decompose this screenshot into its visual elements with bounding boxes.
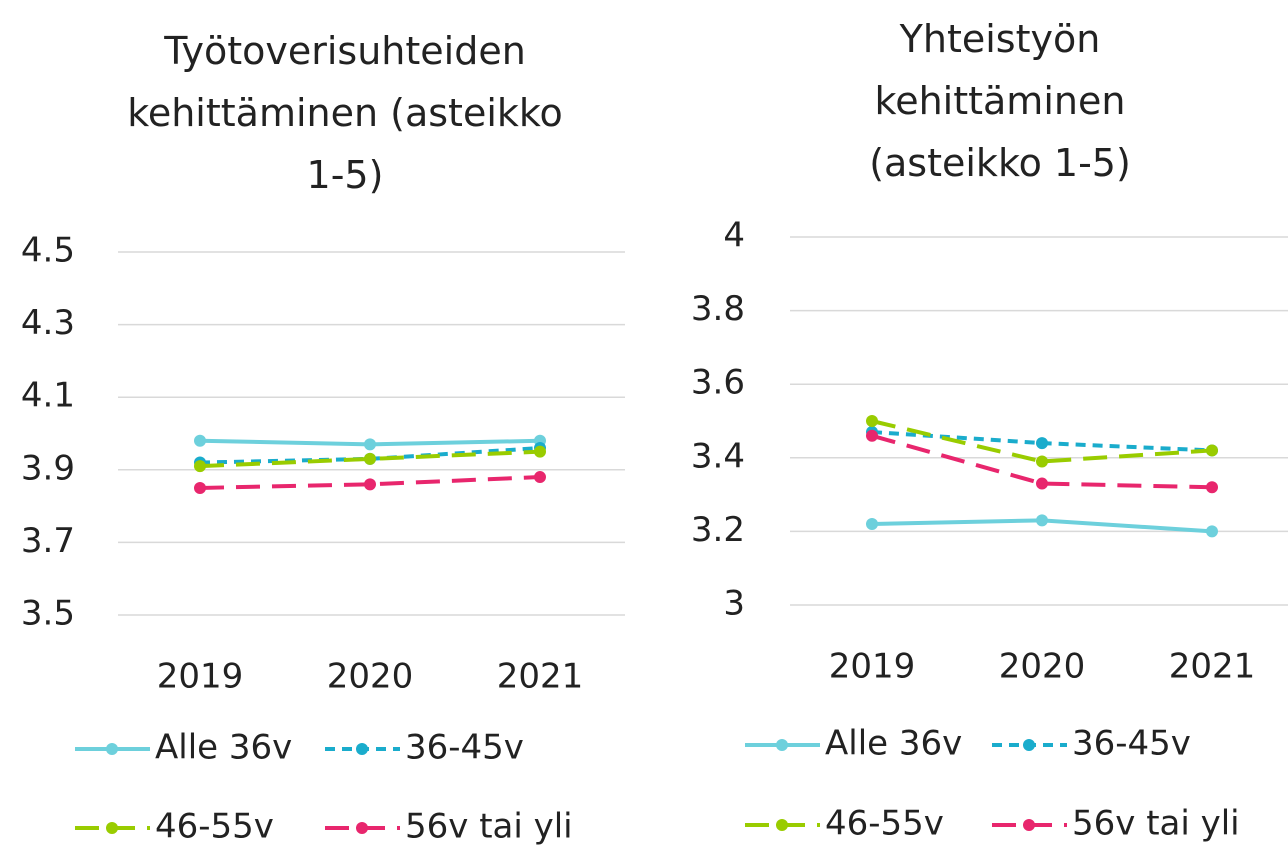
legend-label: Alle 36v bbox=[155, 728, 292, 768]
data-point bbox=[1206, 444, 1218, 457]
legend-marker bbox=[776, 819, 788, 831]
data-point bbox=[194, 434, 206, 447]
legend-marker bbox=[356, 743, 368, 755]
x-tick-label: 2021 bbox=[497, 657, 584, 697]
legend-marker bbox=[106, 822, 118, 834]
y-tick-label: 4.5 bbox=[21, 231, 75, 271]
legend-marker bbox=[776, 739, 788, 751]
data-point bbox=[194, 481, 206, 494]
x-tick-label: 2020 bbox=[999, 647, 1086, 687]
data-point bbox=[866, 415, 878, 427]
y-tick-label: 4.3 bbox=[21, 303, 75, 343]
y-tick-label: 3.9 bbox=[21, 448, 75, 488]
y-tick-label: 4 bbox=[723, 216, 745, 256]
x-tick-label: 2020 bbox=[327, 657, 414, 697]
legend-label: 36-45v bbox=[405, 728, 524, 768]
data-point bbox=[866, 518, 878, 531]
data-point bbox=[364, 452, 376, 465]
legend-marker bbox=[1023, 819, 1035, 831]
data-point bbox=[1036, 514, 1048, 527]
x-tick-label: 2019 bbox=[157, 657, 244, 697]
data-point bbox=[364, 478, 376, 491]
y-tick-label: 3 bbox=[723, 584, 745, 624]
y-tick-label: 3.5 bbox=[21, 594, 75, 634]
data-point bbox=[866, 429, 878, 442]
series-line bbox=[199, 475, 541, 490]
x-tick-label: 2021 bbox=[1169, 647, 1256, 687]
legend-label: 36-45v bbox=[1072, 724, 1191, 764]
y-tick-label: 3.8 bbox=[691, 289, 745, 329]
legend-label: 56v tai yli bbox=[405, 807, 573, 847]
series-line bbox=[871, 433, 1213, 490]
data-point bbox=[194, 460, 206, 473]
legend-marker bbox=[356, 822, 368, 834]
data-point bbox=[1036, 477, 1048, 490]
legend-marker bbox=[106, 743, 118, 755]
data-point bbox=[534, 445, 546, 458]
series-line bbox=[871, 419, 1213, 464]
data-point bbox=[1206, 481, 1218, 494]
data-point bbox=[1036, 455, 1048, 468]
series-line bbox=[199, 449, 541, 469]
legend-label: 46-55v bbox=[155, 807, 274, 847]
x-tick-label: 2019 bbox=[829, 647, 916, 687]
legend-label: 46-55v bbox=[825, 804, 944, 844]
legend-label: Alle 36v bbox=[825, 724, 962, 764]
y-tick-label: 4.1 bbox=[21, 376, 75, 416]
legend-marker bbox=[1023, 739, 1035, 751]
legend-label: 56v tai yli bbox=[1072, 804, 1240, 844]
chart-title: Työtoverisuhteiden kehittäminen (asteikk… bbox=[127, 29, 563, 197]
data-point bbox=[364, 438, 376, 451]
data-point bbox=[1206, 525, 1218, 538]
chart-title: Yhteistyön kehittäminen (asteikko 1-5) bbox=[869, 17, 1131, 185]
y-tick-label: 3.4 bbox=[691, 436, 745, 476]
y-tick-label: 3.6 bbox=[691, 363, 745, 403]
y-tick-label: 3.7 bbox=[21, 521, 75, 561]
data-point bbox=[1036, 437, 1048, 450]
data-point bbox=[534, 471, 546, 484]
y-tick-label: 3.2 bbox=[691, 510, 745, 550]
